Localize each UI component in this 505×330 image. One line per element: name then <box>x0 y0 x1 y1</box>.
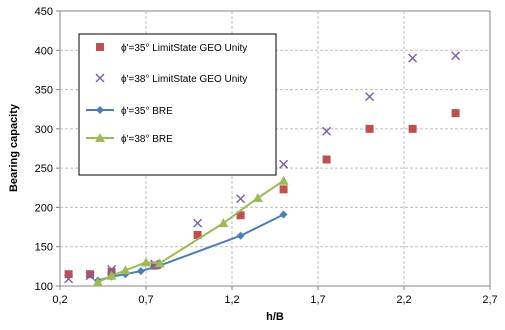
data-point <box>236 211 245 220</box>
data-point <box>154 258 165 268</box>
legend-box <box>78 33 277 176</box>
legend-marker <box>95 73 105 83</box>
data-point <box>86 270 95 279</box>
y-tick-label: 100 <box>35 281 53 293</box>
legend-marker <box>96 106 104 114</box>
x-tick-label: 0,7 <box>138 294 153 306</box>
y-tick-label: 200 <box>35 202 53 214</box>
y-tick-label: 450 <box>35 6 53 18</box>
data-point <box>64 270 73 279</box>
data-point <box>365 124 374 133</box>
data-point <box>136 267 145 276</box>
data-point <box>278 175 289 185</box>
legend-label: ϕ'=35° LimitState GEO Unity <box>121 43 247 54</box>
data-point <box>236 194 246 204</box>
series-layer <box>64 51 461 287</box>
series-3 <box>92 175 289 287</box>
series-line <box>97 179 285 283</box>
legend: ϕ'=35° LimitState GEO Unity ϕ'=38° LimitS… <box>78 33 277 176</box>
data-point <box>107 265 117 274</box>
data-point <box>322 155 331 164</box>
x-tick-label: 1,7 <box>310 294 325 306</box>
data-point <box>141 257 151 267</box>
y-tick-label: 300 <box>35 124 53 136</box>
series-1 <box>64 51 461 284</box>
data-point <box>106 270 117 280</box>
data-point <box>218 218 229 228</box>
legend-marker <box>96 43 104 51</box>
legend-label: ϕ'=38° LimitState GEO Unity <box>121 74 247 85</box>
y-axis-label: Bearing capacity <box>8 103 20 192</box>
x-tick-label: 1,2 <box>224 294 239 306</box>
data-point <box>193 230 202 239</box>
data-point <box>408 124 417 133</box>
y-tick-label: 150 <box>35 242 53 254</box>
legend-label: ϕ'=38° BRE <box>121 134 173 145</box>
axes: 100 150 200 250 300 350 400 450 0,2 0,7 1,2 1,7 2,2 2… <box>35 6 498 306</box>
data-point <box>64 274 74 284</box>
data-point <box>365 92 375 102</box>
data-point <box>451 51 461 61</box>
y-tick-label: 400 <box>35 45 53 57</box>
y-tick-label: 250 <box>35 163 53 175</box>
data-point <box>279 159 289 169</box>
data-point <box>322 126 332 136</box>
legend-marker <box>95 133 105 142</box>
data-point <box>252 193 263 202</box>
data-point <box>120 265 131 275</box>
data-point <box>236 231 245 240</box>
data-point <box>92 277 103 287</box>
x-tick-label: 2,2 <box>396 294 411 306</box>
y-tick-label: 350 <box>35 85 53 97</box>
data-point <box>408 53 418 63</box>
legend-label: ϕ'=35° BRE <box>121 106 173 117</box>
x-tick-label: 0,2 <box>52 294 67 306</box>
data-point <box>85 271 95 281</box>
x-axis-label: h/B <box>266 311 284 323</box>
data-point <box>279 185 288 194</box>
data-point <box>451 109 460 118</box>
data-point <box>279 210 288 219</box>
x-tick-label: 2,7 <box>482 294 497 306</box>
data-point <box>193 218 203 228</box>
data-point <box>150 261 159 270</box>
